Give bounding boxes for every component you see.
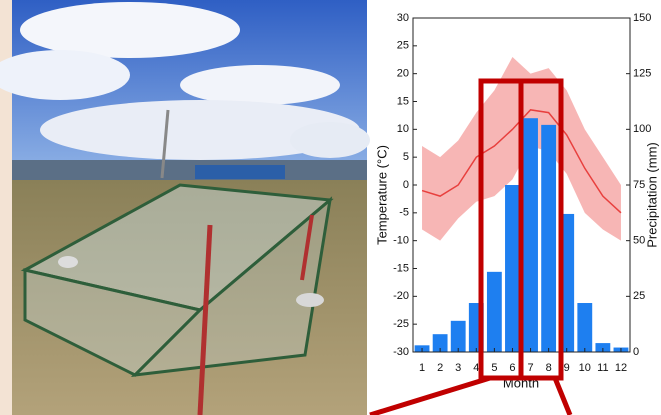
y-tick-label: -30 xyxy=(393,346,409,358)
y-tick-label: 20 xyxy=(397,68,409,80)
x-tick-label: 11 xyxy=(597,362,608,374)
y-tick-label: 30 xyxy=(397,12,409,24)
x-tick-label: 6 xyxy=(509,362,515,374)
precipitation-bar xyxy=(541,124,557,352)
y-axis-title: Temperature (°C) xyxy=(374,145,389,245)
precipitation-bar xyxy=(486,271,502,352)
y-tick-label: -5 xyxy=(399,207,409,219)
y-tick-label: -20 xyxy=(393,290,409,302)
x-tick-label: 12 xyxy=(615,362,627,374)
y2-tick-label: 75 xyxy=(633,179,645,191)
chart: Temperature (°C) Precipitation (mm) Mont… xyxy=(374,12,659,391)
precipitation-bar xyxy=(450,320,466,352)
y2-tick-label: 0 xyxy=(633,346,639,358)
x-tick-label: 5 xyxy=(491,362,497,374)
y2-tick-label: 125 xyxy=(633,68,651,80)
x-tick-label: 3 xyxy=(455,362,461,374)
precipitation-bar xyxy=(577,303,593,352)
highlight-overlay xyxy=(369,78,573,415)
x-tick-label: 8 xyxy=(546,362,552,374)
x-tick-label: 9 xyxy=(564,362,570,374)
y2-tick-label: 100 xyxy=(633,123,651,135)
x-tick-label: 4 xyxy=(473,362,479,374)
y2-tick-label: 150 xyxy=(633,12,651,24)
x-tick-label: 10 xyxy=(579,362,591,374)
y2-tick-label: 50 xyxy=(633,235,645,247)
y-tick-label: 0 xyxy=(403,179,409,191)
y-tick-label: -10 xyxy=(393,235,409,247)
precipitation-bar xyxy=(505,185,520,352)
y-tick-label: -15 xyxy=(393,262,409,274)
y-tick-label: 15 xyxy=(397,95,409,107)
y-tick-label: 5 xyxy=(403,151,409,163)
x-tick-label: 1 xyxy=(419,362,425,374)
x-tick-label: 2 xyxy=(437,362,443,374)
precipitation-bar xyxy=(432,334,448,352)
y2-axis-title: Precipitation (mm) xyxy=(644,142,659,247)
x-tick-label: 7 xyxy=(527,362,533,374)
y-tick-label: -25 xyxy=(393,318,409,330)
precipitation-bar xyxy=(595,343,611,352)
y-tick-label: 10 xyxy=(397,123,409,135)
y2-tick-label: 25 xyxy=(633,290,645,302)
y-tick-label: 25 xyxy=(397,40,409,52)
precipitation-bar xyxy=(523,118,538,352)
photo xyxy=(0,0,370,415)
